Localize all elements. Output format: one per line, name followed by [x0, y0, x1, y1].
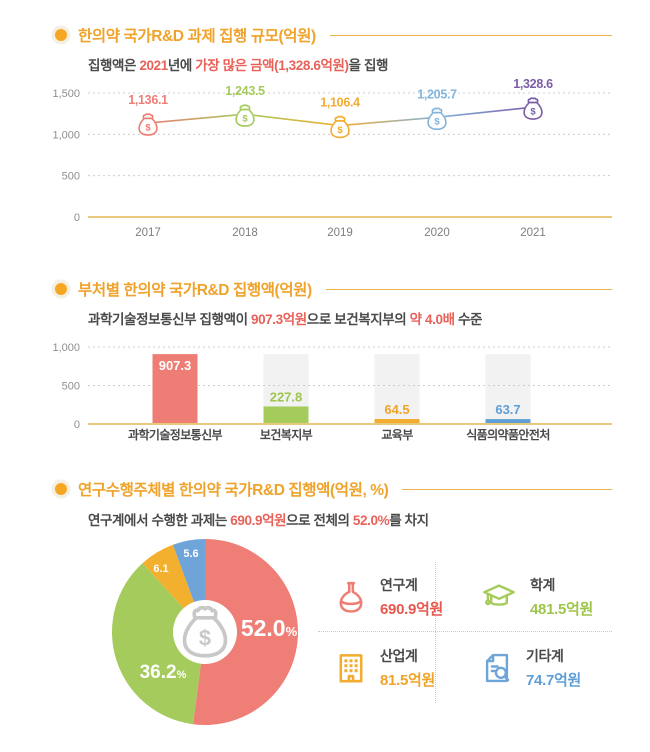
money-bag-icon	[235, 104, 255, 127]
legend-value: 690.9억원	[380, 600, 444, 618]
money-bag-icon	[138, 113, 158, 136]
section-rule	[329, 34, 612, 36]
svg-text:1,500: 1,500	[52, 88, 80, 100]
point-value-label: 1,106.4	[320, 96, 360, 110]
x-axis-year-label: 2020	[424, 227, 450, 239]
svg-text:500: 500	[62, 171, 80, 183]
legend-value: 481.5억원	[530, 600, 594, 618]
donut-slice	[111, 563, 201, 725]
donut-slice	[142, 544, 194, 609]
legend-label: 산업계	[380, 647, 418, 664]
section-subtitle: 집행액은 2021년에 가장 많은 금액(1,328.6억원)을 집행	[88, 58, 388, 73]
building-icon	[339, 653, 363, 682]
legend-divider-vertical	[435, 562, 436, 703]
slice-percent-label: 6.1	[153, 563, 168, 575]
section-title: 부처별 한의약 국가R&D 집행액(억원)	[78, 282, 312, 299]
legend-item-academia: 학계 481.5억원	[466, 561, 612, 632]
section-rule	[402, 488, 612, 490]
bar-value-label: 907.3	[159, 358, 192, 373]
section-subtitle: 연구계에서 수행한 과제는 690.9억원으로 전체의 52.0%를 차지	[88, 513, 429, 528]
section-title: 한의약 국가R&D 과제 집행 규모(억원)	[78, 28, 316, 45]
x-axis-category-label: 과학기술정보통신부	[128, 427, 223, 442]
bar	[263, 406, 309, 424]
x-axis-category-label: 식품의약품안전처	[466, 427, 550, 442]
svg-text:1,000: 1,000	[52, 129, 80, 141]
point-value-label: 1,136.1	[128, 93, 168, 107]
slice-percent-label: 36.2%	[140, 662, 187, 683]
bar-value-label: 64.5	[384, 402, 409, 417]
x-axis-year-label: 2018	[232, 227, 258, 239]
donut-chart: 52.0% 36.2% 6.1 5.6	[111, 539, 298, 725]
bar	[485, 419, 531, 424]
legend-label: 기타계	[526, 647, 564, 664]
line-chart: 1,500 1,000 500 0 1,136.1 2017 1,243.5 2018 1,10…	[52, 77, 612, 239]
legend-item-industry: 산업계 81.5억원	[320, 632, 466, 703]
legend-item-research: 연구계 690.9억원	[320, 561, 466, 632]
svg-text:0: 0	[74, 419, 80, 431]
section-header-donut-chart: 연구수행주체별 한의약 국가R&D 집행액(억원, %)	[55, 478, 612, 500]
x-axis-year-label: 2019	[327, 227, 353, 239]
section-header-bar-chart: 부처별 한의약 국가R&D 집행액(억원)	[55, 278, 612, 300]
x-axis-year-label: 2017	[135, 227, 161, 239]
donut-slice	[172, 539, 205, 602]
section-title: 연구수행주체별 한의약 국가R&D 집행액(억원, %)	[78, 482, 389, 499]
legend-label: 학계	[530, 576, 555, 593]
section-bullet-icon	[55, 29, 67, 41]
legend-value: 74.7억원	[526, 671, 581, 689]
section-rule	[325, 288, 612, 290]
bar-background-column	[374, 354, 420, 424]
svg-text:500: 500	[62, 381, 80, 393]
x-axis-category-label: 교육부	[381, 427, 413, 442]
donut-legend: 연구계 690.9억원 학계 481.5억원	[320, 561, 612, 703]
x-axis-category-label: 보건복지부	[260, 427, 313, 442]
svg-text:1,000: 1,000	[52, 342, 80, 354]
bar-chart: 1,000 500 0 907.3 과학기술정보통신부 227.8 보건복지부 64.5 교육부…	[52, 342, 612, 442]
slice-percent-label: 5.6	[183, 548, 198, 560]
point-value-label: 1,205.7	[417, 87, 457, 101]
legend-value: 81.5억원	[380, 671, 435, 689]
legend-divider-horizontal	[318, 631, 612, 632]
section-bullet-icon	[55, 283, 67, 295]
slice-percent-label: 52.0%	[241, 615, 298, 641]
point-value-label: 1,328.6	[513, 77, 553, 91]
section-bullet-icon	[55, 483, 67, 495]
graduation-cap-icon	[483, 583, 515, 606]
flask-icon	[339, 581, 363, 613]
document-search-icon	[485, 653, 510, 682]
svg-text:0: 0	[74, 212, 80, 224]
bar-value-label: 63.7	[495, 402, 520, 417]
money-bag-icon	[182, 605, 228, 658]
bar-background-column	[485, 354, 531, 424]
bar-value-label: 227.8	[270, 389, 303, 404]
legend-label: 연구계	[380, 576, 418, 593]
money-bag-icon	[427, 107, 447, 131]
x-axis-year-label: 2021	[520, 227, 546, 239]
section-subtitle: 과학기술정보통신부 집행액이 907.3억원으로 보건복지부의 약 4.0배 수…	[88, 312, 483, 327]
money-bag-icon	[523, 97, 543, 120]
donut-slice	[193, 539, 298, 725]
legend-item-others: 기타계 74.7억원	[466, 632, 612, 703]
section-header-line-chart: 한의약 국가R&D 과제 집행 규모(억원)	[55, 24, 612, 46]
bar	[152, 354, 198, 424]
point-value-label: 1,243.5	[225, 84, 265, 98]
money-bag-icon	[330, 115, 350, 139]
bar	[374, 419, 420, 424]
